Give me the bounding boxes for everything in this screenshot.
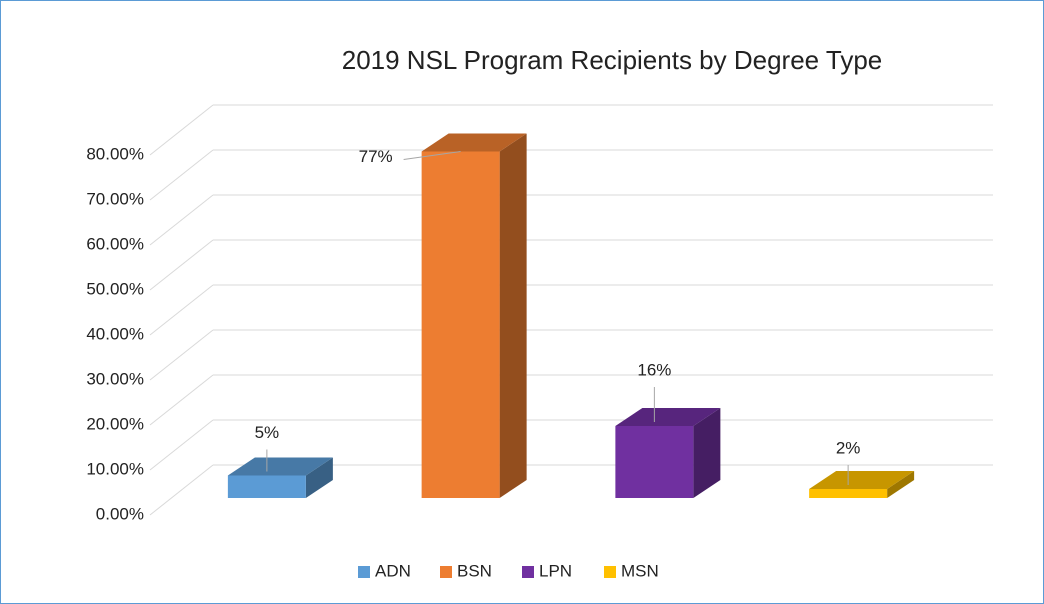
- bar-top: [809, 471, 915, 489]
- chart-title: 2019 NSL Program Recipients by Degree Ty…: [342, 45, 883, 75]
- bar-side: [693, 408, 721, 498]
- grid-line-side: [149, 104, 214, 156]
- legend-label: MSN: [621, 561, 659, 580]
- y-tick-label: 70.00%: [86, 189, 144, 208]
- grid-line-side: [149, 464, 214, 516]
- bar: [809, 489, 888, 498]
- y-tick-label: 10.00%: [86, 459, 144, 478]
- y-tick-label: 80.00%: [86, 144, 144, 163]
- bar: [615, 426, 694, 498]
- bar-top: [227, 457, 333, 476]
- data-label: 5%: [255, 423, 280, 442]
- bar: [227, 475, 306, 498]
- legend-label: LPN: [539, 561, 572, 580]
- y-tick-label: 40.00%: [86, 324, 144, 343]
- bar: [421, 151, 500, 498]
- y-tick-label: 50.00%: [86, 279, 144, 298]
- y-tick-label: 20.00%: [86, 414, 144, 433]
- y-tick-label: 30.00%: [86, 369, 144, 388]
- data-label: 2%: [836, 438, 861, 457]
- bar-side: [499, 133, 527, 498]
- grid-line-side: [149, 329, 214, 381]
- grid-line-side: [149, 239, 214, 291]
- legend-swatch: [604, 566, 616, 578]
- grid-line-side: [149, 284, 214, 336]
- legend-label: BSN: [457, 561, 492, 580]
- grid-line-side: [149, 194, 214, 246]
- legend-swatch: [522, 566, 534, 578]
- y-tick-label: 0.00%: [96, 504, 144, 523]
- legend-swatch: [440, 566, 452, 578]
- data-label: 16%: [637, 360, 671, 379]
- bar-side: [305, 457, 333, 498]
- y-tick-label: 60.00%: [86, 234, 144, 253]
- legend-swatch: [358, 566, 370, 578]
- bar-top: [615, 408, 721, 426]
- grid-line-side: [149, 419, 214, 471]
- data-label: 77%: [359, 147, 393, 166]
- leader-line: [403, 151, 461, 160]
- grid-line-side: [149, 149, 214, 201]
- bar-top: [421, 133, 527, 152]
- bar-side: [887, 471, 915, 498]
- grid-line-side: [149, 374, 214, 426]
- legend-label: ADN: [375, 561, 411, 580]
